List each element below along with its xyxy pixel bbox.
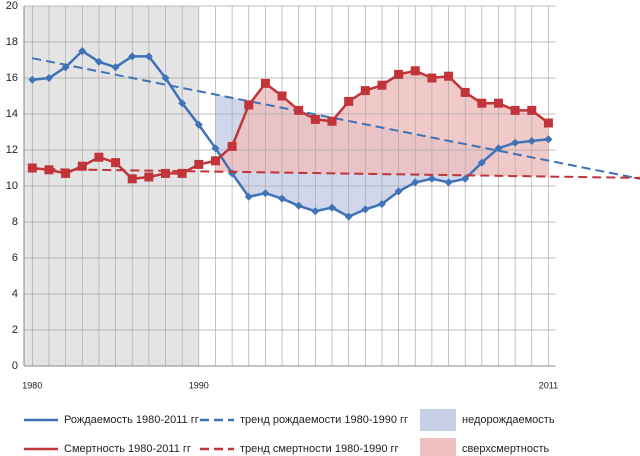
marker (244, 100, 254, 110)
marker (111, 158, 121, 168)
y-tick-label: 10 (6, 180, 18, 192)
x-tick-label: 2011 (539, 380, 558, 390)
y-tick-label: 18 (6, 36, 18, 48)
x-tick-label: 1990 (189, 380, 209, 390)
marker (28, 75, 37, 84)
marker (344, 96, 354, 106)
y-tick-label: 2 (12, 324, 18, 336)
marker (211, 144, 220, 153)
marker (427, 174, 436, 183)
legend-label: Смертность 1980-2011 гг (64, 443, 191, 455)
marker (227, 141, 237, 151)
marker (511, 138, 520, 147)
marker (410, 66, 420, 76)
marker (144, 172, 154, 182)
marker (177, 168, 187, 178)
legend-label: Рождаемость 1980-2011 гг (64, 414, 199, 426)
marker (161, 74, 170, 82)
marker (260, 78, 270, 88)
marker (294, 201, 303, 210)
marker (344, 212, 353, 221)
marker (277, 91, 287, 101)
marker (361, 205, 370, 214)
y-tick-label: 6 (12, 252, 18, 264)
legend-label: недорождаемость (462, 414, 555, 426)
marker (411, 178, 420, 187)
marker (427, 73, 437, 83)
marker (77, 161, 87, 171)
x-tick-label: 1980 (22, 380, 42, 390)
marker (61, 168, 71, 178)
marker (544, 135, 553, 144)
marker (94, 152, 104, 162)
marker (278, 194, 287, 203)
y-tick-label: 0 (12, 360, 18, 372)
legend-swatch (420, 409, 456, 431)
marker (377, 200, 386, 208)
marker (44, 74, 53, 82)
marker (244, 192, 253, 201)
marker (444, 178, 453, 187)
marker (94, 57, 103, 66)
marker (460, 87, 470, 97)
marker (327, 116, 337, 126)
marker (144, 52, 153, 61)
marker (310, 114, 320, 124)
legend-label: тренд рождаемости 1980-1990 гг (240, 414, 408, 426)
legend-swatch (420, 438, 456, 456)
marker (461, 174, 470, 183)
marker (477, 98, 487, 108)
y-tick-label: 8 (12, 216, 18, 228)
marker (394, 69, 404, 79)
marker (127, 174, 137, 184)
marker (477, 158, 486, 167)
y-tick-label: 4 (12, 288, 18, 300)
marker (161, 168, 171, 178)
marker (78, 47, 87, 55)
marker (178, 99, 187, 108)
legend-label: тренд смертности 1980-1990 гг (240, 443, 399, 455)
marker (194, 120, 203, 129)
marker (510, 105, 520, 115)
marker (394, 187, 403, 196)
marker (111, 63, 120, 72)
marker (128, 52, 137, 61)
marker (61, 63, 70, 72)
marker (444, 71, 454, 81)
y-tick-label: 16 (6, 72, 18, 84)
marker (210, 156, 220, 166)
marker (294, 105, 304, 115)
marker (328, 203, 336, 212)
marker (261, 189, 270, 198)
marker (527, 137, 536, 145)
y-tick-label: 20 (6, 0, 18, 12)
marker (493, 98, 503, 108)
marker (377, 80, 387, 90)
marker (543, 118, 553, 128)
y-tick-label: 12 (6, 144, 18, 156)
marker (311, 207, 320, 216)
series-line (32, 167, 640, 179)
marker (194, 159, 204, 169)
y-tick-label: 14 (6, 108, 18, 120)
legend-label: сверхсмертность (462, 443, 550, 455)
marker (360, 86, 370, 96)
marker (27, 163, 37, 173)
marker (527, 105, 537, 115)
